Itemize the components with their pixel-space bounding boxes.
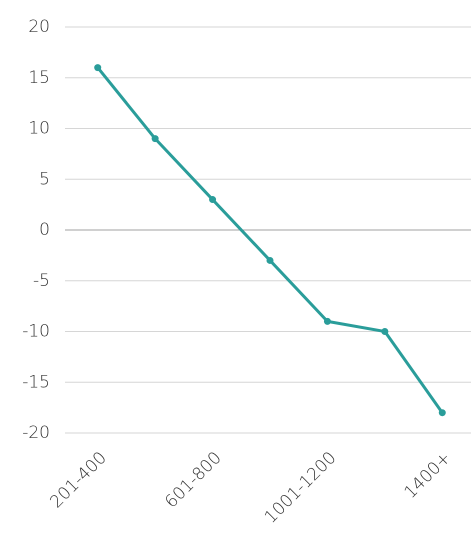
y-tick-label: -5 bbox=[33, 271, 50, 291]
data-point bbox=[323, 317, 331, 325]
y-tick-label: 5 bbox=[39, 169, 50, 189]
data-point bbox=[151, 135, 159, 143]
data-line bbox=[96, 66, 444, 414]
x-tick-label: 201-400 bbox=[46, 448, 110, 512]
data-point bbox=[94, 64, 102, 72]
y-tick-label: -10 bbox=[22, 322, 50, 342]
y-tick-label: 0 bbox=[39, 220, 50, 240]
data-point bbox=[266, 256, 274, 264]
data-point bbox=[381, 328, 389, 335]
x-tick-label: 1400+ bbox=[401, 448, 456, 503]
y-tick-label: 20 bbox=[28, 17, 50, 37]
y-tick-label: 10 bbox=[28, 119, 50, 139]
x-tick-label: 1001-1200 bbox=[261, 448, 341, 528]
y-tick-label: -20 bbox=[22, 423, 50, 443]
y-tick-label: 15 bbox=[28, 68, 50, 88]
data-point bbox=[438, 409, 446, 417]
y-tick-label: -15 bbox=[22, 372, 50, 392]
x-tick-label: 601-800 bbox=[161, 448, 225, 512]
data-point bbox=[209, 196, 217, 204]
